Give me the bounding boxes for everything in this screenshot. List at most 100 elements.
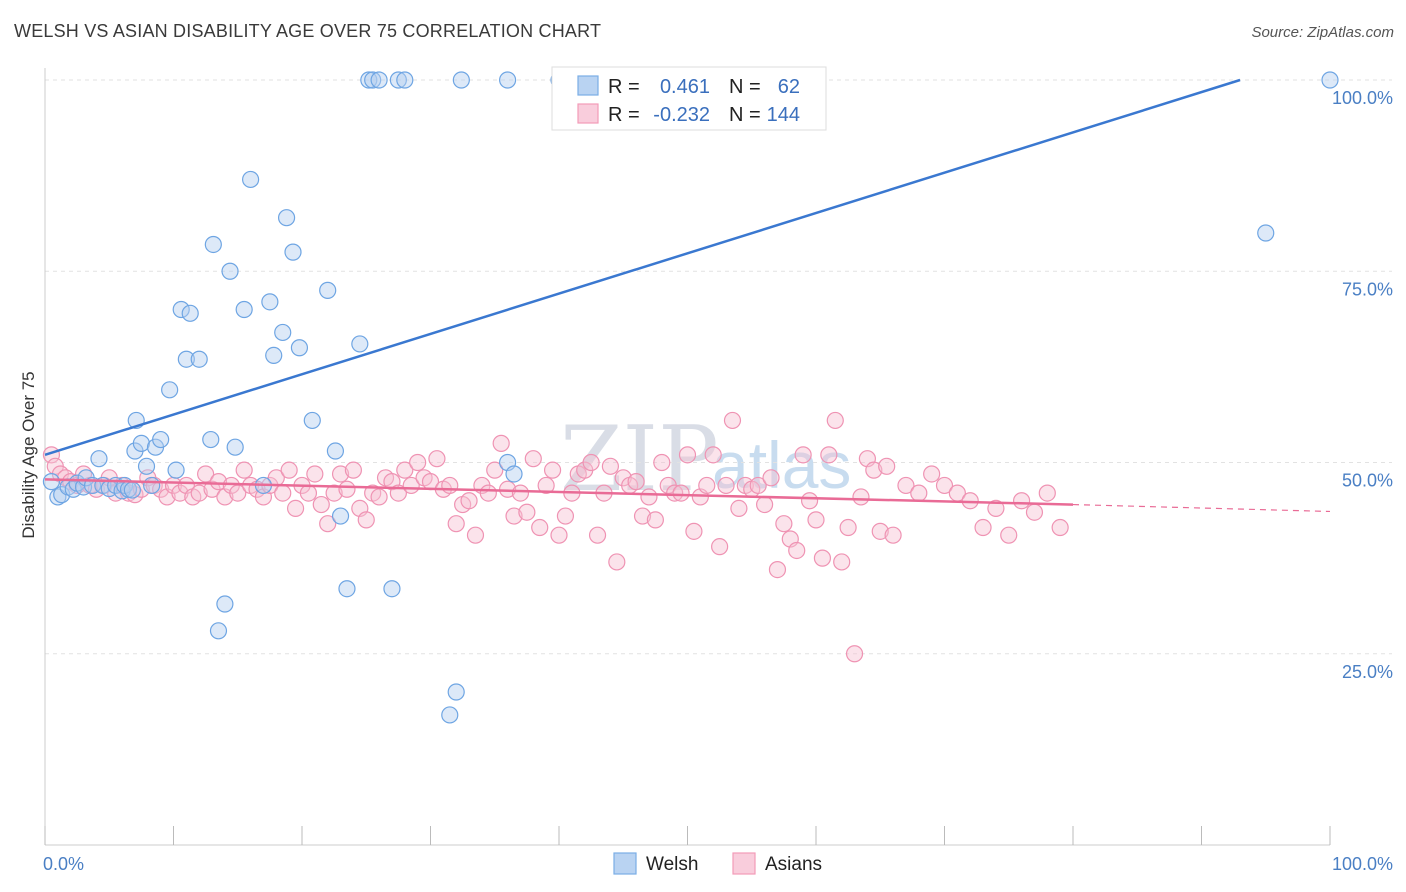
- welsh-point-23: [152, 430, 170, 449]
- asians-point-56: [396, 461, 414, 479]
- y-axis-title: Disability Age Over 75: [19, 371, 38, 538]
- asians-point-66: [460, 492, 478, 510]
- series-welsh: [42, 71, 1339, 724]
- welsh-point-56: [396, 71, 414, 89]
- asians-point-27: [209, 473, 228, 491]
- welsh-point-62: [499, 71, 517, 89]
- asians-point-31: [235, 461, 253, 479]
- welsh-point-40: [265, 346, 283, 364]
- asians-point-119: [800, 492, 819, 510]
- asians-point-140: [987, 499, 1005, 517]
- welsh-point-47: [326, 442, 345, 460]
- asians-point-77: [531, 518, 549, 537]
- stats-legend: R = 0.461 N = 62 R = -0.232 N = 144: [551, 66, 827, 131]
- asians-point-117: [788, 541, 806, 560]
- asians-point-37: [274, 484, 292, 502]
- legend-asians-n-label: N =: [729, 104, 761, 126]
- legend-welsh-n-value: 62: [778, 76, 800, 98]
- bottom-legend-welsh-label: Welsh: [646, 854, 698, 875]
- asians-point-104: [704, 446, 722, 464]
- asians-point-112: [755, 495, 774, 514]
- asians-point-67: [466, 526, 485, 544]
- asians-point-124: [833, 553, 851, 571]
- asians-point-123: [826, 411, 844, 430]
- welsh-point-46: [319, 281, 337, 299]
- asians-point-73: [505, 507, 523, 525]
- x-tick-labels: 0.0% 100.0%: [43, 854, 1393, 874]
- asians-point-48: [344, 461, 362, 479]
- welsh-point-45: [303, 411, 321, 430]
- asians-point-24: [190, 484, 208, 502]
- welsh-point-59: [452, 71, 470, 89]
- asians-point-85: [582, 453, 600, 472]
- asians-point-95: [646, 511, 664, 529]
- asians-point-143: [1025, 503, 1044, 521]
- asians-trend-extension: [1072, 503, 1331, 513]
- welsh-point-57: [441, 706, 459, 724]
- legend-asians-r-value: -0.232: [653, 104, 710, 126]
- y-tick-label-50: 50.0%: [1342, 471, 1393, 491]
- welsh-point-33: [216, 595, 234, 613]
- asians-point-142: [1012, 492, 1031, 510]
- asians-point-141: [1000, 526, 1018, 544]
- welsh-point-49: [338, 580, 356, 598]
- asians-point-75: [518, 503, 536, 521]
- asians-point-69: [479, 484, 497, 502]
- welsh-point-44: [290, 339, 309, 357]
- welsh-point-41: [274, 323, 292, 342]
- asians-point-93: [633, 507, 652, 525]
- welsh-point-16: [123, 481, 141, 499]
- asians-point-135: [923, 465, 941, 483]
- legend-welsh-swatch: [577, 75, 599, 96]
- bottom-legend-asians-swatch: [732, 852, 756, 875]
- asians-point-96: [653, 453, 671, 472]
- y-tick-label-75: 75.0%: [1342, 279, 1393, 299]
- legend-welsh-n-label: N =: [729, 76, 761, 98]
- asians-point-115: [775, 515, 793, 533]
- asians-point-130: [871, 522, 889, 540]
- asians-point-129: [865, 461, 883, 479]
- welsh-point-36: [235, 300, 253, 319]
- asians-point-100: [678, 446, 697, 464]
- y-tick-label-25: 25.0%: [1342, 662, 1393, 682]
- watermark-atlas: atlas: [712, 428, 851, 502]
- bottom-legend-welsh-swatch: [613, 852, 637, 875]
- asians-point-126: [845, 645, 864, 663]
- welsh-point-35: [226, 438, 244, 456]
- legend-asians-n-value: 144: [767, 104, 800, 126]
- asians-point-134: [910, 484, 928, 502]
- asians-point-81: [556, 507, 575, 525]
- asians-point-105: [711, 538, 729, 556]
- welsh-point-42: [277, 209, 296, 227]
- bottom-legend: Welsh Asians: [613, 852, 822, 875]
- welsh-point-28: [181, 304, 199, 322]
- welsh-point-21: [143, 476, 161, 495]
- welsh-point-54: [383, 580, 401, 598]
- welsh-point-43: [284, 243, 302, 261]
- asians-point-74: [511, 484, 530, 502]
- asians-point-122: [820, 446, 838, 464]
- welsh-point-0: [42, 473, 61, 491]
- asians-point-52: [370, 488, 388, 506]
- asians-point-47: [338, 480, 356, 498]
- asians-point-107: [723, 411, 742, 430]
- asians-point-103: [698, 476, 716, 495]
- legend-asians-r-label: R =: [608, 104, 640, 126]
- legend-welsh-r-value: 0.461: [660, 76, 710, 98]
- welsh-point-65: [1257, 224, 1275, 242]
- welsh-point-53: [370, 71, 388, 89]
- welsh-point-24: [161, 381, 179, 399]
- welsh-point-31: [204, 235, 222, 254]
- asians-point-42: [306, 465, 324, 483]
- asians-point-88: [601, 457, 620, 475]
- asians-point-145: [1051, 518, 1069, 537]
- asians-point-99: [672, 484, 690, 502]
- legend-asians-swatch: [577, 103, 599, 124]
- asians-point-80: [550, 526, 568, 544]
- legend-welsh-r-label: R =: [608, 76, 640, 98]
- asians-point-106: [717, 476, 735, 495]
- asians-point-113: [762, 469, 780, 487]
- asians-point-70: [486, 461, 504, 479]
- welsh-point-50: [351, 335, 369, 353]
